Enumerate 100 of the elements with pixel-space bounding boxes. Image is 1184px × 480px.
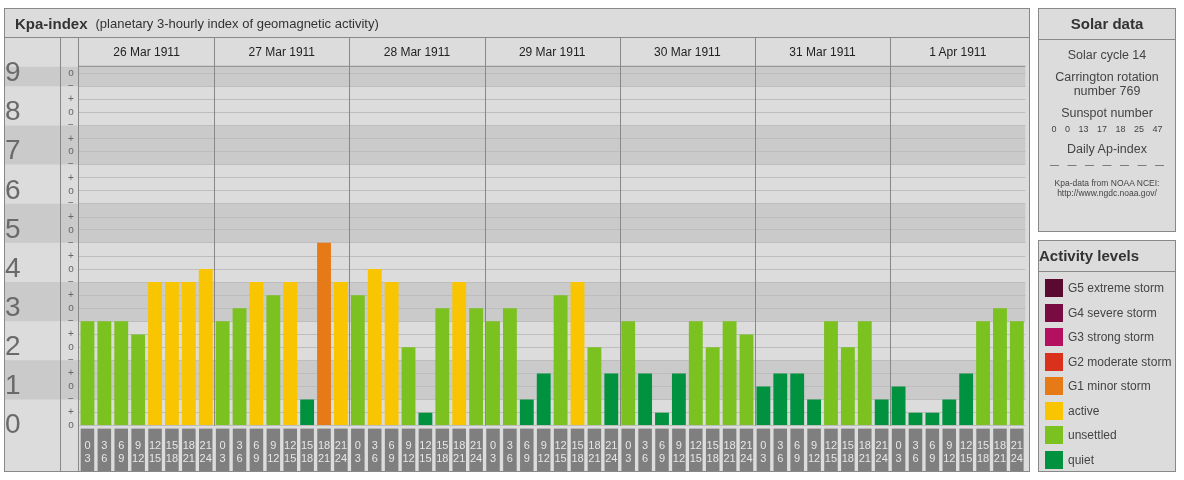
x-tick-label: 3 6 — [236, 439, 243, 465]
x-tick-label: 3 6 — [101, 439, 108, 465]
legend-label: active — [1068, 403, 1100, 418]
legend-label: G3 strong storm — [1068, 330, 1155, 345]
text: o — [68, 301, 75, 313]
text: − — [68, 393, 75, 405]
x-tick-label: 15 18 — [706, 439, 719, 465]
x-tick-label: 6 9 — [523, 439, 530, 465]
x-tick-label: 21 24 — [1010, 439, 1023, 465]
text: + — [68, 249, 75, 261]
x-tick-label: 15 18 — [571, 439, 584, 465]
x-tick-label: 0 3 — [489, 439, 497, 465]
x-tick-label: 15 18 — [301, 439, 314, 465]
x-tick-label: 12 15 — [284, 439, 297, 465]
x-tick-label: 15 18 — [165, 439, 179, 465]
x-tick-label: 0 3 — [219, 439, 226, 465]
text: + — [68, 406, 75, 418]
text: Daily Ap-index — [1066, 142, 1148, 156]
y-tick-label: 4 — [5, 251, 21, 283]
x-tick-label: 18 21 — [317, 439, 331, 465]
x-tick-label: 15 18 — [841, 439, 854, 465]
x-tick-label: 3 6 — [642, 439, 649, 465]
x-tick-label: 9 12 — [943, 439, 956, 465]
x-tick-label: 6 9 — [118, 439, 125, 465]
x-tick-label: 18 21 — [453, 439, 466, 465]
text: o — [68, 380, 75, 392]
x-tick-label: 0 3 — [760, 439, 767, 465]
legend-label: unsettled — [1068, 428, 1117, 443]
text: − — [68, 119, 75, 131]
y-tick-label: 3 — [5, 290, 21, 322]
text: 27 Mar 1911 — [248, 44, 316, 59]
x-tick-label: 9 12 — [537, 439, 550, 465]
x-tick-label: 9 12 — [267, 439, 280, 465]
x-tick-label: 15 18 — [436, 439, 449, 465]
y-tick-label: 2 — [5, 330, 21, 362]
x-tick-label: 9 12 — [672, 439, 686, 465]
text: o — [68, 67, 75, 79]
x-tick-label: 21 24 — [605, 439, 618, 465]
x-tick-label: 0 3 — [895, 439, 902, 465]
text: o — [68, 419, 75, 431]
text: + — [68, 367, 75, 379]
text: − — [68, 236, 75, 248]
y-tick-label: 5 — [5, 212, 21, 244]
y-tick-label: 9 — [5, 56, 21, 88]
x-tick-label: 0 3 — [354, 439, 361, 465]
x-tick-label: 9 12 — [132, 439, 145, 465]
x-tick-label: 12 15 — [689, 439, 702, 465]
x-tick-label: 18 21 — [588, 439, 601, 465]
text: 0 0 13 17 18 25 47 — [1050, 124, 1164, 134]
legend-title: Activity levels — [1039, 241, 1175, 272]
x-tick-label: 6 9 — [253, 439, 260, 465]
x-tick-label: 12 15 — [148, 439, 162, 465]
x-tick-label: 21 24 — [875, 439, 888, 465]
x-tick-label: 12 15 — [960, 439, 973, 465]
legend-label: G1 minor storm — [1068, 379, 1151, 394]
text: o — [68, 184, 75, 196]
x-tick-label: 21 24 — [199, 439, 212, 465]
text: + — [68, 171, 75, 183]
x-tick-label: 3 6 — [506, 439, 513, 465]
text: + — [68, 93, 75, 105]
y-tick-label: 6 — [5, 173, 21, 205]
text: Solar cycle 14 — [1066, 48, 1148, 62]
text: o — [68, 341, 75, 353]
x-tick-label: 12 15 — [824, 439, 838, 465]
text: o — [68, 223, 75, 235]
x-tick-label: 21 24 — [334, 439, 348, 465]
text: − — [68, 354, 75, 366]
x-tick-label: 3 6 — [912, 439, 919, 465]
legend-label: G5 extreme storm — [1068, 281, 1165, 296]
y-tick-label: 0 — [5, 408, 21, 440]
text: 31 Mar 1911 — [789, 44, 857, 59]
text: − — [68, 158, 75, 170]
text: o — [68, 262, 75, 274]
text: 1 Apr 1911 — [929, 44, 987, 59]
x-tick-label: 6 9 — [388, 439, 395, 465]
text: + — [68, 328, 75, 340]
text: − — [68, 197, 75, 209]
text: 26 Mar 1911 — [113, 44, 181, 59]
x-tick-label: 3 6 — [371, 439, 378, 465]
text: 30 Mar 1911 — [654, 44, 721, 59]
text: − — [68, 314, 75, 326]
legend-label: G4 severe storm — [1068, 305, 1157, 320]
x-tick-label: 6 9 — [658, 439, 666, 465]
x-tick-label: 12 15 — [419, 439, 432, 465]
text: — — — — — — — — [1049, 160, 1165, 170]
x-tick-label: 18 21 — [723, 439, 736, 465]
text: o — [68, 145, 75, 157]
x-tick-label: 15 18 — [976, 439, 990, 465]
x-tick-label: 3 6 — [777, 439, 784, 465]
x-tick-label: 18 21 — [993, 439, 1007, 465]
text: Solar data — [1039, 9, 1175, 40]
x-tick-label: 0 3 — [625, 439, 632, 465]
x-tick-label: 21 24 — [469, 439, 483, 465]
x-tick-label: 0 3 — [84, 439, 91, 465]
text: Kpa-data from NOAA NCEI: http://www.ngdc.noaa.gov/ — [1053, 178, 1161, 198]
text: − — [68, 275, 75, 287]
text: + — [68, 210, 75, 222]
text: + — [68, 132, 75, 144]
text: − — [68, 80, 75, 92]
chart-subtitle: (planetary 3-hourly index of geomagnetic activity) — [95, 15, 379, 31]
